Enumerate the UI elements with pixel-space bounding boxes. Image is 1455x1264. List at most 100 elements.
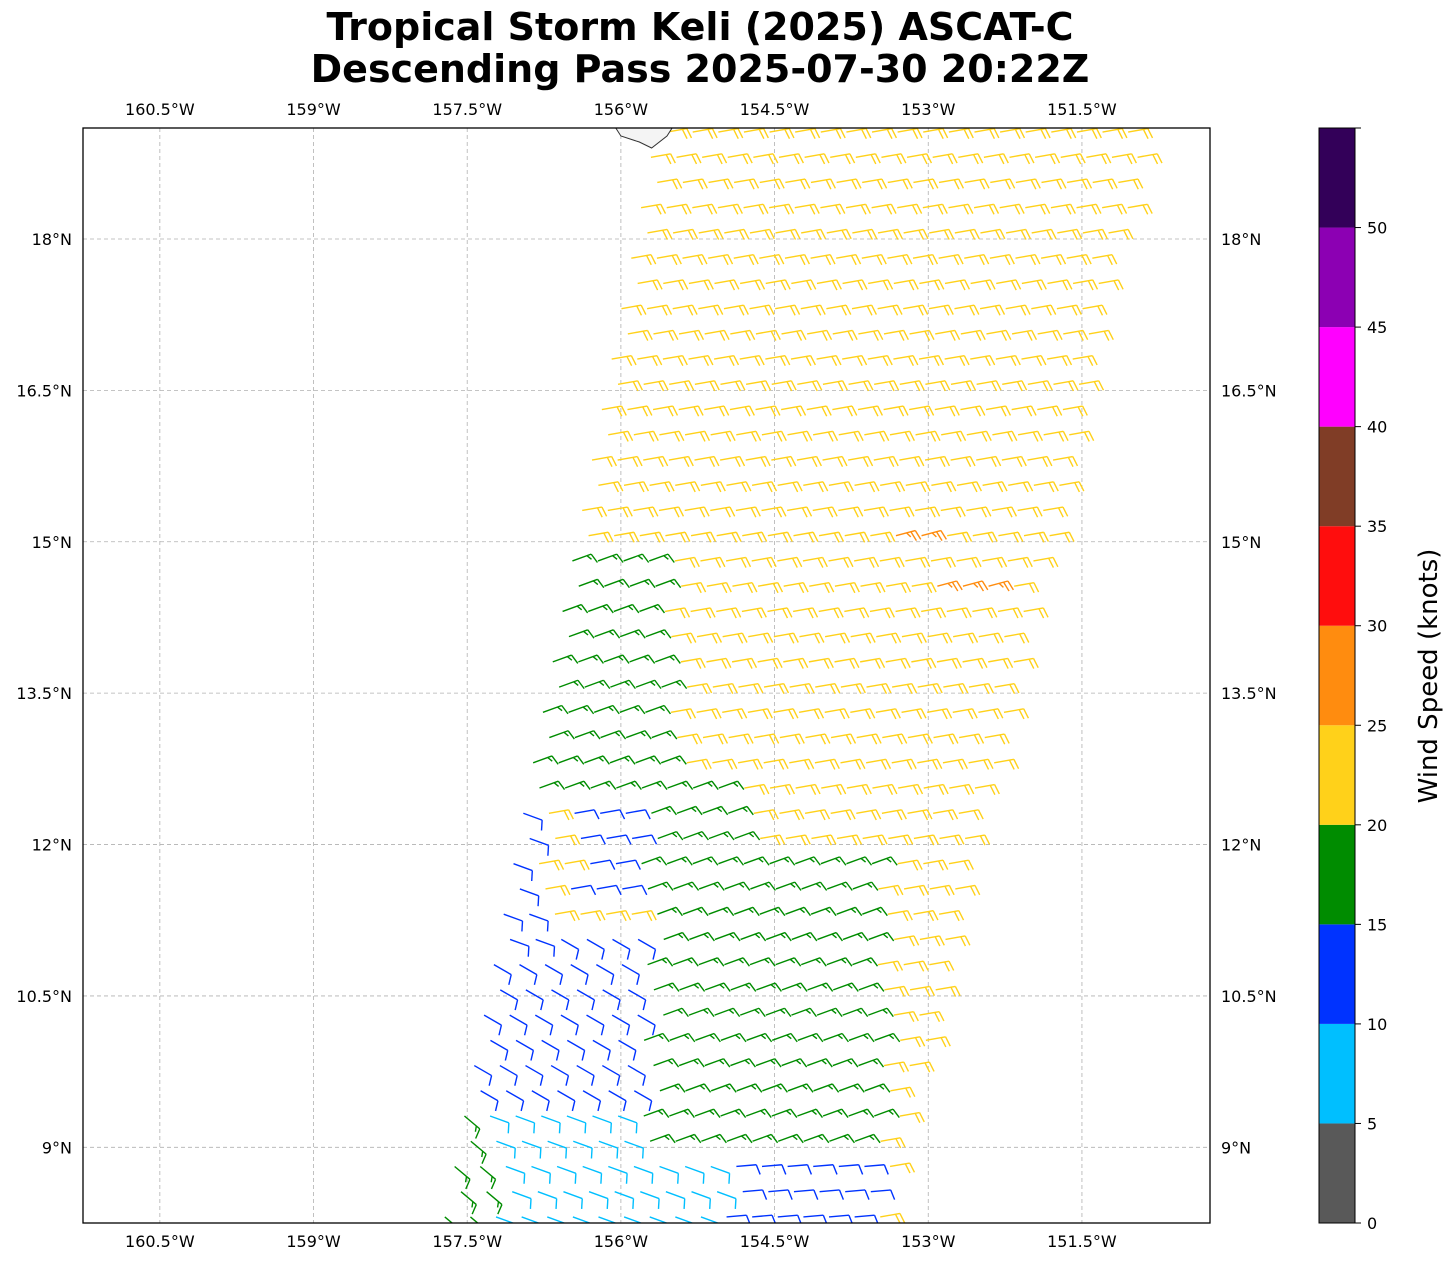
wind-barb <box>657 906 683 917</box>
wind-barb <box>823 1032 850 1043</box>
wind-barb <box>799 632 825 644</box>
wind-barb <box>838 1083 865 1093</box>
wind-barb <box>710 506 736 518</box>
wind-barb <box>710 430 736 442</box>
wind-barb <box>842 279 868 291</box>
wind-barb <box>736 430 762 442</box>
wind-barb <box>714 279 740 291</box>
wind-barb <box>939 910 965 922</box>
wind-barb <box>1015 254 1041 266</box>
colorbar-label: Wind Speed (knots) <box>1414 549 1444 804</box>
wind-barb <box>889 506 915 518</box>
wind-barb <box>954 304 980 316</box>
lon-tick-label-top: 156°W <box>594 100 649 119</box>
wind-barb <box>607 506 633 518</box>
wind-barb <box>919 279 945 291</box>
wind-barb <box>592 1039 611 1061</box>
wind-barb <box>576 989 596 1011</box>
wind-barb <box>824 708 850 720</box>
wind-barb <box>982 556 1008 568</box>
wind-barb <box>637 938 657 960</box>
wind-barb <box>682 178 708 190</box>
wind-barb <box>742 531 768 543</box>
wind-barb <box>1060 153 1086 165</box>
wind-barb <box>846 128 872 139</box>
wind-barb <box>582 506 608 518</box>
lon-tick-label-bottom: 154.5°W <box>740 1232 810 1251</box>
wind-barb <box>531 1165 551 1184</box>
wind-barb <box>690 607 716 619</box>
wind-barb <box>552 654 579 664</box>
wind-barb <box>685 1083 712 1093</box>
wind-barb <box>570 884 597 896</box>
wind-barb <box>1088 329 1114 341</box>
wind-barb <box>986 329 1012 341</box>
wind-barb <box>1023 531 1050 543</box>
wind-barb <box>826 304 852 316</box>
wind-barb <box>684 1165 705 1184</box>
wind-barb <box>848 1032 875 1043</box>
wind-barb <box>761 1164 787 1175</box>
wind-barb <box>907 809 933 821</box>
wind-barb <box>515 1039 535 1061</box>
wind-barb <box>656 254 682 266</box>
wind-barb <box>618 1039 637 1061</box>
wind-barb <box>777 1214 802 1223</box>
wind-barb <box>580 834 606 845</box>
wind-barb <box>736 1083 763 1093</box>
wind-barb <box>909 329 935 341</box>
wind-barb <box>614 531 640 543</box>
wind-barb <box>880 1212 906 1223</box>
wind-barb <box>610 679 636 690</box>
wind-barb <box>897 203 923 215</box>
wind-barb <box>645 629 672 639</box>
wind-barb <box>953 632 979 644</box>
wind-barb <box>1007 556 1033 568</box>
wind-barb <box>972 531 998 543</box>
wind-barb <box>750 881 776 891</box>
wind-barb <box>797 1108 824 1118</box>
wind-barb <box>962 657 988 669</box>
colorbar-tick-label: 0 <box>1367 1214 1377 1233</box>
wind-barb <box>1072 279 1099 291</box>
wind-barb <box>943 682 969 695</box>
wind-barb <box>917 682 943 695</box>
wind-barb <box>854 481 880 493</box>
wind-barb <box>649 481 675 493</box>
wind-barb <box>515 1115 536 1134</box>
wind-barb <box>694 1108 721 1118</box>
wind-barb <box>1127 203 1153 215</box>
wind-barb <box>804 809 831 821</box>
wind-barb <box>925 380 951 392</box>
wind-barb <box>923 128 949 139</box>
wind-barb <box>568 629 595 639</box>
wind-barb <box>704 982 731 992</box>
lat-tick-label-left: 10.5°N <box>16 987 72 1006</box>
wind-barb <box>663 1007 689 1018</box>
lat-tick-label-right: 16.5°N <box>1221 381 1277 400</box>
wind-barb <box>489 1115 510 1134</box>
wind-barb <box>812 506 838 518</box>
wind-barb <box>647 957 674 967</box>
wind-barb <box>460 1191 477 1215</box>
wind-barb <box>939 834 965 846</box>
wind-barb <box>603 654 630 664</box>
wind-barb <box>787 1164 813 1175</box>
colorbar: 0 5 10 15 20 25 30 35 40 45 50 <box>1318 127 1387 1233</box>
wind-barb <box>698 957 725 967</box>
wind-barb <box>948 203 974 215</box>
wind-barb <box>983 153 1009 165</box>
wind-barb <box>872 783 898 795</box>
colorbar-bin <box>1319 327 1355 427</box>
wind-barb <box>479 1165 497 1190</box>
wind-barb <box>694 380 720 392</box>
wind-barb <box>1076 128 1102 139</box>
wind-barb <box>691 1191 712 1210</box>
wind-barb <box>954 228 980 240</box>
wind-barb <box>929 884 955 896</box>
wind-barb <box>854 1133 881 1144</box>
wind-barb <box>723 304 749 316</box>
wind-barb <box>915 506 941 518</box>
wind-barb <box>1009 153 1035 165</box>
wind-barb <box>889 430 915 442</box>
